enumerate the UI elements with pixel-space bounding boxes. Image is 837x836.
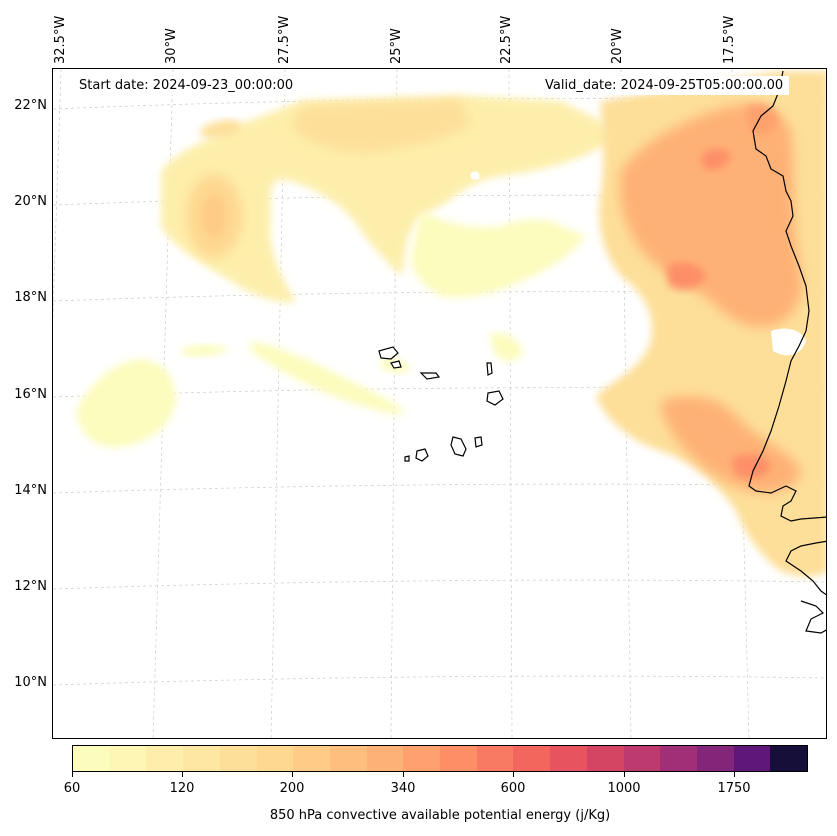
colorbar-label-200: 200	[279, 781, 305, 796]
coast-segment-south	[785, 540, 826, 596]
cape-band-north	[161, 96, 611, 303]
colorbar-label-1750: 1750	[717, 781, 751, 796]
longitude-label-20w: 20°W	[610, 28, 625, 64]
colorbar-swatch-11	[476, 746, 514, 771]
colorbar-tick-600	[513, 772, 514, 777]
colorbar-tick-60	[72, 772, 73, 777]
colorbar-label-1000: 1000	[607, 781, 641, 796]
colorbar-swatch-17	[696, 746, 734, 771]
colorbar-swatch-13	[550, 746, 587, 771]
coastline	[748, 70, 826, 634]
islands	[378, 346, 504, 462]
island-boa-vista	[486, 390, 504, 406]
colorbar-label-340: 340	[390, 781, 416, 796]
cape-streak	[251, 341, 406, 415]
colorbar-tick-1000	[624, 772, 625, 777]
african-coast	[748, 70, 826, 522]
latitude-label-20n: 20°N	[14, 194, 47, 209]
longitude-label-17-5w: 17.5°W	[722, 15, 737, 64]
cape-patch-center	[489, 333, 523, 361]
cape-blob-west-core	[202, 194, 226, 238]
island-sal	[486, 362, 493, 376]
colorbar-swatch-9	[403, 746, 441, 771]
cape-zone-east-core3	[746, 104, 779, 135]
island-brava	[404, 455, 410, 462]
colorbar-swatch-10	[440, 746, 477, 771]
colorbar-swatch-15	[623, 746, 661, 771]
longitude-label-30w: 30°W	[164, 28, 179, 64]
colorbar-tick-1750	[734, 772, 735, 777]
cape-zone-east-mid	[620, 104, 802, 327]
longitude-label-32-5w: 32.5°W	[53, 15, 68, 64]
longitude-label-22-5w: 22.5°W	[499, 15, 514, 64]
latitude-label-12n: 12°N	[14, 579, 47, 594]
map-panel	[52, 68, 827, 739]
colorbar-swatch-4	[219, 746, 257, 771]
colorbar-swatch-0	[73, 746, 110, 771]
colorbar-tick-120	[182, 772, 183, 777]
colorbar-swatch-8	[366, 746, 404, 771]
start-date-label: Start date: 2024-09-23_00:00:00	[73, 76, 300, 95]
island-sao-nicolau	[419, 372, 441, 380]
valid-date-label: Valid_date: 2024-09-25T05:00:00.00	[539, 76, 790, 95]
colorbar-label-600: 600	[500, 781, 526, 796]
cape-zone-south-core	[731, 454, 771, 479]
island-fogo	[415, 448, 429, 462]
cape-zone-east-core	[666, 262, 706, 290]
latitude-label-14n: 14°N	[14, 483, 47, 498]
colorbar-swatch-3	[183, 746, 220, 771]
longitude-label-25w: 25°W	[389, 28, 404, 64]
colorbar-label-60: 60	[63, 781, 81, 796]
colorbar-swatch-6	[293, 746, 330, 771]
colorbar-swatch-5	[256, 746, 294, 771]
cape-patch-west-top	[181, 344, 229, 357]
colorbar-tick-200	[292, 772, 293, 777]
colorbar-swatch-1	[109, 746, 147, 771]
colorbar-tick-340	[403, 772, 404, 777]
cape-band-north-ridge	[411, 211, 586, 298]
latitude-label-22n: 22°N	[14, 98, 47, 113]
latitude-label-16n: 16°N	[14, 387, 47, 402]
colorbar	[72, 745, 808, 772]
island-sao-vicente	[390, 360, 402, 369]
map-canvas	[53, 69, 826, 738]
colorbar-title: 850 hPa convective available potential e…	[269, 808, 611, 823]
longitude-label-27-5w: 27.5°W	[277, 15, 292, 64]
colorbar-swatch-16	[660, 746, 697, 771]
cape-zone-east-core2	[701, 148, 731, 170]
cape-hole-north	[470, 171, 480, 180]
cape-shading	[76, 71, 826, 577]
colorbar-swatch-18	[733, 746, 771, 771]
colorbar-swatch-14	[586, 746, 624, 771]
colorbar-swatch-19	[770, 746, 808, 771]
island-maio	[474, 436, 483, 448]
colorbar-swatch-7	[329, 746, 367, 771]
cape-patch-west	[76, 359, 176, 448]
colorbar-swatch-12	[513, 746, 551, 771]
latitude-label-18n: 18°N	[14, 290, 47, 305]
island-santiago	[450, 436, 467, 457]
cape-patch-northwest	[201, 119, 243, 138]
cape-band-north-inner	[291, 99, 471, 153]
colorbar-label-120: 120	[169, 781, 195, 796]
coast-islets	[800, 600, 826, 634]
colorbar-swatch-2	[146, 746, 184, 771]
island-santo-antao	[378, 346, 399, 360]
latitude-label-10n: 10°N	[14, 675, 47, 690]
